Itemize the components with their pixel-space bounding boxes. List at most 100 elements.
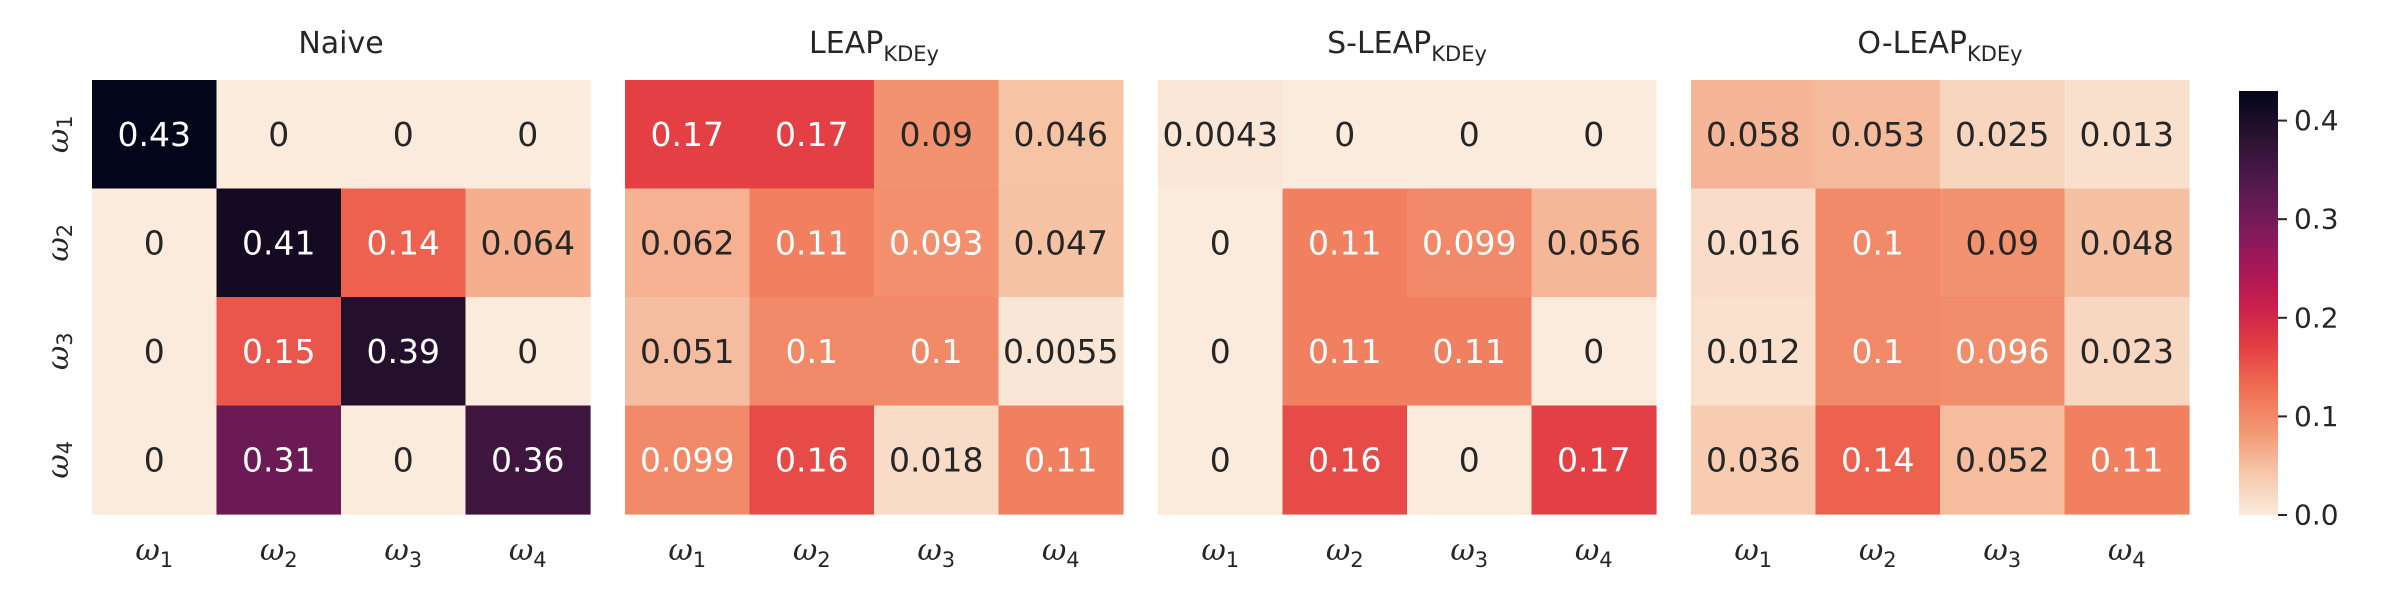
cell-label: 0.16 <box>1308 440 1381 479</box>
heatmap-cell <box>341 405 467 515</box>
heatmap-cell <box>874 297 1000 407</box>
heatmap-cell <box>1940 188 2066 298</box>
heatmap-cell <box>874 405 1000 515</box>
x-tick-label: ω3 <box>1983 533 2021 572</box>
x-tick-label: ω2 <box>1859 533 1897 572</box>
cell-label: 0 <box>1210 223 1231 262</box>
cell-label: 0 <box>1334 115 1355 154</box>
colorbar-tick-label: 0.2 <box>2294 301 2339 334</box>
cell-label: 0.41 <box>242 223 315 262</box>
heatmap-panels: Naive 0.43 0 0 0 0 0.41 0.14 0.064 0 0.15 0.39 0 0 0.3… <box>41 26 2190 572</box>
cell-label: 0.1 <box>1852 332 1904 371</box>
heatmap-cell <box>2064 80 2190 190</box>
cell-label: 0.31 <box>242 440 315 479</box>
cell-label: 0.11 <box>1308 332 1381 371</box>
cell-label: 0.17 <box>775 115 848 154</box>
cell-label: 0 <box>1210 332 1231 371</box>
cell-label: 0 <box>1210 440 1231 479</box>
heatmap-panel: S-LEAPKDEy 0.0043 0 0 0 0 0.11 0.099 0.056 0 0.11 0… <box>1158 26 1657 572</box>
heatmap-cell <box>749 405 875 515</box>
heatmap-cell <box>1158 405 1284 515</box>
cell-label: 0.11 <box>1024 440 1097 479</box>
heatmap-cell <box>1282 297 1408 407</box>
heatmap-cell <box>1815 188 1941 298</box>
cell-label: 0.096 <box>1955 332 2049 371</box>
heatmap-cell <box>1940 80 2066 190</box>
cell-label: 0.36 <box>491 440 564 479</box>
cell-label: 0.013 <box>2080 115 2174 154</box>
heatmap-cell <box>216 80 342 190</box>
heatmap-cell <box>625 297 751 407</box>
x-tick-label: ω4 <box>1042 533 1080 572</box>
heatmap-cell <box>1282 188 1408 298</box>
heatmap-panel: LEAPKDEy 0.17 0.17 0.09 0.046 0.062 0.11 0.093 0… <box>625 26 1124 572</box>
heatmap-cell <box>1815 80 1941 190</box>
cell-label: 0 <box>393 115 414 154</box>
heatmap-cell <box>465 80 591 190</box>
cell-label: 0.012 <box>1706 332 1800 371</box>
heatmap-cell <box>2064 405 2190 515</box>
cell-label: 0.053 <box>1831 115 1925 154</box>
heatmap-cell <box>1815 405 1941 515</box>
heatmap-cell <box>92 297 218 407</box>
heatmap-cell <box>874 80 1000 190</box>
x-tick-label: ω1 <box>135 533 173 572</box>
x-tick-label: ω4 <box>509 533 547 572</box>
cell-label: 0 <box>144 332 165 371</box>
heatmap-cell <box>1940 297 2066 407</box>
cell-label: 0.16 <box>775 440 848 479</box>
heatmap-cell <box>998 405 1124 515</box>
heatmap-cell <box>216 188 342 298</box>
y-tick-label: ω1 <box>41 115 78 153</box>
heatmap-cell <box>998 188 1124 298</box>
cell-label: 0.1 <box>910 332 962 371</box>
cell-label: 0 <box>268 115 289 154</box>
cell-label: 0.062 <box>640 223 734 262</box>
heatmap-cell <box>92 405 218 515</box>
x-tick-label: ω4 <box>1575 533 1613 572</box>
cell-label: 0.11 <box>1433 332 1506 371</box>
cell-label: 0.099 <box>640 440 734 479</box>
cell-label: 0 <box>1583 332 1604 371</box>
cell-label: 0.14 <box>1841 440 1914 479</box>
cell-label: 0.025 <box>1955 115 2049 154</box>
cell-label: 0 <box>144 440 165 479</box>
heatmap-cell <box>465 405 591 515</box>
cell-label: 0.093 <box>889 223 983 262</box>
heatmap-cell <box>1691 405 1817 515</box>
heatmap-cell <box>1282 405 1408 515</box>
heatmap-cell <box>1407 405 1533 515</box>
cell-label: 0.058 <box>1706 115 1800 154</box>
y-tick-label: ω3 <box>41 332 78 370</box>
heatmap-cell <box>465 297 591 407</box>
heatmap-cell <box>1691 80 1817 190</box>
cell-label: 0 <box>517 332 538 371</box>
cell-label: 0.052 <box>1955 440 2049 479</box>
heatmap-cell <box>1691 188 1817 298</box>
cell-label: 0 <box>517 115 538 154</box>
heatmap-cell <box>1531 297 1657 407</box>
heatmap-cell <box>1158 188 1284 298</box>
colorbar-tick-label: 0.0 <box>2294 499 2339 532</box>
cell-label: 0.016 <box>1706 223 1800 262</box>
cell-label: 0 <box>1583 115 1604 154</box>
heatmap-cell <box>1407 297 1533 407</box>
heatmap-cell <box>2064 297 2190 407</box>
colorbar-tick-label: 0.4 <box>2294 104 2339 137</box>
cell-label: 0.09 <box>900 115 973 154</box>
cell-label: 0.056 <box>1547 223 1641 262</box>
heatmap-cell <box>465 188 591 298</box>
colorbar-tick-label: 0.1 <box>2294 400 2339 433</box>
heatmap-cell <box>749 188 875 298</box>
cell-label: 0.051 <box>640 332 734 371</box>
x-tick-label: ω1 <box>1201 533 1239 572</box>
heatmap-cell <box>1691 297 1817 407</box>
heatmap-cell <box>998 297 1124 407</box>
cell-label: 0.1 <box>1852 223 1904 262</box>
cell-label: 0.09 <box>1966 223 2039 262</box>
cell-label: 0.17 <box>651 115 724 154</box>
heatmap-cell <box>1815 297 1941 407</box>
heatmap-cell <box>341 297 467 407</box>
heatmap-cell <box>341 80 467 190</box>
cell-label: 0.036 <box>1706 440 1800 479</box>
